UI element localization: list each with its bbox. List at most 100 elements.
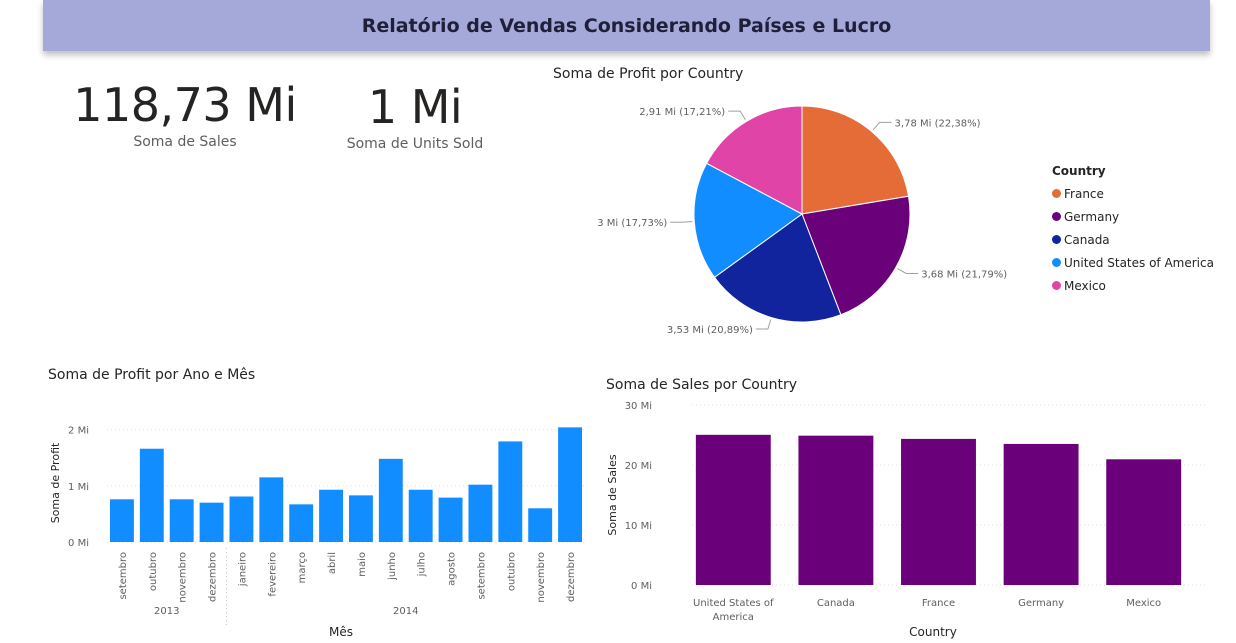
country-x-tick-label: France (922, 598, 955, 609)
month-bar-2[interactable] (139, 448, 164, 542)
month-x-tick-label: novembro (536, 552, 547, 603)
month-bar-16[interactable] (558, 427, 583, 542)
country-x-tick-label: Germany (1018, 598, 1064, 609)
country-bar-germany[interactable] (1003, 443, 1079, 585)
kpi-units-label: Soma de Units Sold (346, 136, 484, 152)
pie-data-label-canada: 3,53 Mi (20,89%) (667, 325, 753, 336)
month-x-tick-label: janeiro (237, 552, 248, 587)
pie-leader-line-canada (755, 319, 772, 330)
legend-item-united-states-of-america[interactable]: United States of America (1052, 251, 1214, 274)
month-x-tick-label: junho (387, 552, 398, 581)
month-bar-13[interactable] (468, 484, 493, 542)
legend-marker (1052, 258, 1061, 267)
month-x-tick-label: agosto (447, 552, 458, 586)
kpi-units-value: 1 Mi (367, 80, 463, 134)
country-bar-france[interactable] (901, 438, 976, 585)
month-x-tick-label: outubro (506, 552, 517, 591)
month-bar-9[interactable] (348, 495, 373, 542)
month-x-tick-label: dezembro (566, 552, 577, 602)
month-x-tick-label: outubro (148, 552, 159, 591)
month-x-tick-label: setembro (476, 552, 487, 600)
month-x-tick-label: setembro (118, 552, 129, 600)
month-bar-8[interactable] (319, 489, 344, 542)
country-x-tick-label: Canada (817, 598, 855, 609)
pie-data-label-germany: 3,68 Mi (21,79%) (921, 269, 1007, 280)
country-x-axis-title: Country (909, 625, 957, 639)
month-x-tick-label: março (297, 552, 308, 583)
month-bar-4[interactable] (199, 502, 224, 542)
month-bar-14[interactable] (498, 441, 523, 542)
kpi-units-card[interactable]: 1 Mi Soma de Units Sold (330, 82, 500, 152)
profit-by-country-pie[interactable]: 3,78 Mi (22,38%) 3,68 Mi (21,79%) 3,53 Mi … (560, 90, 1040, 365)
legend-item-germany[interactable]: Germany (1052, 205, 1214, 228)
legend-item-canada[interactable]: Canada (1052, 228, 1214, 251)
month-bar-10[interactable] (378, 458, 403, 542)
country-bar-mexico[interactable] (1106, 459, 1182, 585)
month-bar-6[interactable] (259, 477, 284, 542)
month-bar-7[interactable] (289, 504, 314, 542)
pie-slice-canada[interactable] (713, 213, 842, 323)
month-bar-5[interactable] (229, 496, 254, 542)
legend-label: Canada (1064, 232, 1110, 247)
country-y-tick-label: 30 Mi (625, 401, 652, 412)
pie-chart-title: Soma de Profit por Country (553, 66, 744, 82)
month-x-axis-title: Mês (329, 625, 353, 639)
country-chart-title: Soma de Sales por Country (606, 377, 798, 393)
country-y-tick-label: 10 Mi (625, 521, 652, 532)
month-y-tick-label: 1 Mi (68, 482, 89, 493)
legend-title: Country (1052, 164, 1106, 178)
month-bar-12[interactable] (438, 497, 463, 542)
pie-slice-united-states-of-america[interactable] (693, 162, 803, 279)
month-x-tick-label: novembro (178, 552, 189, 603)
legend-label: Germany (1064, 209, 1120, 224)
month-x-tick-label: abril (327, 552, 338, 574)
legend-marker (1052, 281, 1061, 290)
report-title: Relatório de Vendas Considerando Países … (361, 14, 892, 37)
kpi-sales-label: Soma de Sales (133, 134, 237, 150)
kpi-sales-card[interactable]: 118,73 Mi Soma de Sales (70, 80, 300, 150)
country-y-axis-title: Soma de Sales (606, 454, 619, 535)
month-group-label-2013: 2013 (154, 606, 179, 617)
country-bar-united-states-of-america[interactable] (695, 434, 771, 585)
kpi-sales-value: 118,73 Mi (73, 78, 297, 132)
month-bar-11[interactable] (408, 489, 433, 542)
pie-leader-line-united-states-of-america (670, 221, 693, 223)
legend-label: France (1064, 186, 1104, 201)
month-chart-title: Soma de Profit por Ano e Mês (48, 367, 256, 383)
pie-data-label-mexico: 2,91 Mi (17,21%) (639, 107, 725, 118)
month-y-axis-title: Soma de Profit (49, 442, 62, 523)
month-x-tick-label: julho (417, 552, 428, 577)
month-bar-1[interactable] (109, 499, 134, 542)
pie-slice-france[interactable] (801, 105, 910, 215)
pie-data-label-france: 3,78 Mi (22,38%) (895, 118, 981, 129)
month-bar-3[interactable] (169, 499, 194, 542)
month-y-tick-label: 2 Mi (68, 426, 89, 437)
country-y-tick-label: 0 Mi (631, 581, 652, 592)
country-x-tick-label: America (713, 612, 754, 623)
month-bar-15[interactable] (528, 508, 553, 542)
country-y-tick-label: 20 Mi (625, 461, 652, 472)
pie-data-label-united-states-of-america: 3 Mi (17,73%) (597, 218, 667, 229)
pie-leader-line-germany (897, 268, 919, 274)
country-x-tick-label: Mexico (1126, 598, 1161, 609)
month-x-tick-label: dezembro (208, 552, 219, 602)
pie-slice-germany[interactable] (801, 195, 911, 316)
report-header: Relatório de Vendas Considerando Países … (43, 0, 1210, 51)
pie-leader-line-mexico (728, 110, 746, 120)
legend-item-mexico[interactable]: Mexico (1052, 274, 1214, 297)
country-bar-canada[interactable] (798, 435, 874, 585)
legend-label: United States of America (1064, 255, 1214, 270)
pie-slice-mexico[interactable] (705, 105, 803, 215)
pie-leader-line-france (872, 121, 892, 131)
month-group-label-2014: 2014 (393, 606, 418, 617)
profit-by-month-bar-chart[interactable]: 0 Mi 1 Mi 2 Mi Soma de Profit setembro outubr… (40, 395, 600, 643)
legend-marker (1052, 189, 1061, 198)
legend-label: Mexico (1064, 278, 1106, 293)
pie-legend: Country France Germany Canada United States… (1052, 164, 1214, 297)
month-x-tick-label: maio (357, 552, 368, 577)
month-x-tick-label: fevereiro (267, 552, 278, 597)
month-y-tick-label: 0 Mi (68, 538, 89, 549)
country-x-tick-label: United States of (693, 598, 774, 609)
legend-item-france[interactable]: France (1052, 182, 1214, 205)
sales-by-country-bar-chart[interactable]: 0 Mi 10 Mi 20 Mi 30 Mi Soma de Sales United S… (600, 395, 1220, 643)
